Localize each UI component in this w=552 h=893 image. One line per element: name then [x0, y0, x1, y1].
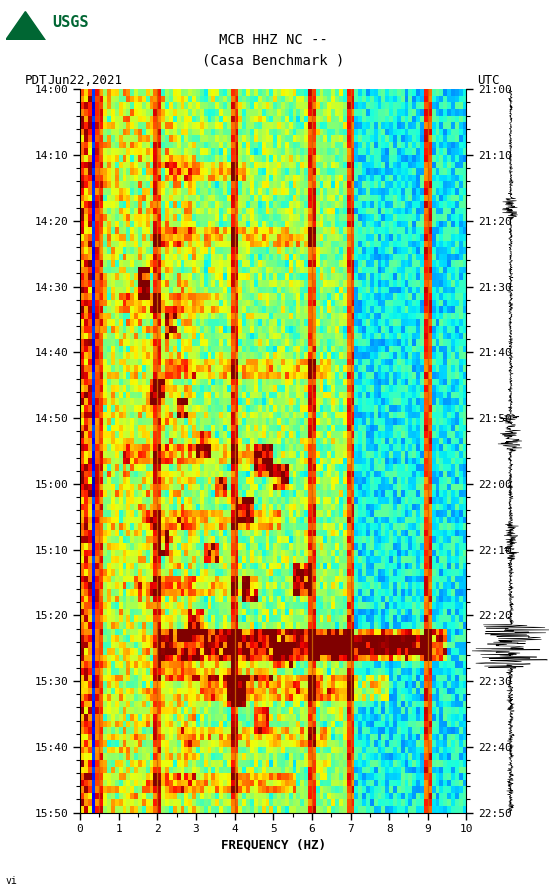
Text: USGS: USGS [52, 15, 88, 29]
Text: UTC: UTC [477, 74, 500, 87]
X-axis label: FREQUENCY (HZ): FREQUENCY (HZ) [221, 839, 326, 852]
Text: Jun22,2021: Jun22,2021 [47, 74, 122, 87]
Polygon shape [6, 12, 45, 40]
Text: MCB HHZ NC --: MCB HHZ NC -- [219, 33, 328, 47]
Text: PDT: PDT [25, 74, 47, 87]
Text: (Casa Benchmark ): (Casa Benchmark ) [202, 54, 344, 68]
Text: vi: vi [6, 876, 17, 886]
